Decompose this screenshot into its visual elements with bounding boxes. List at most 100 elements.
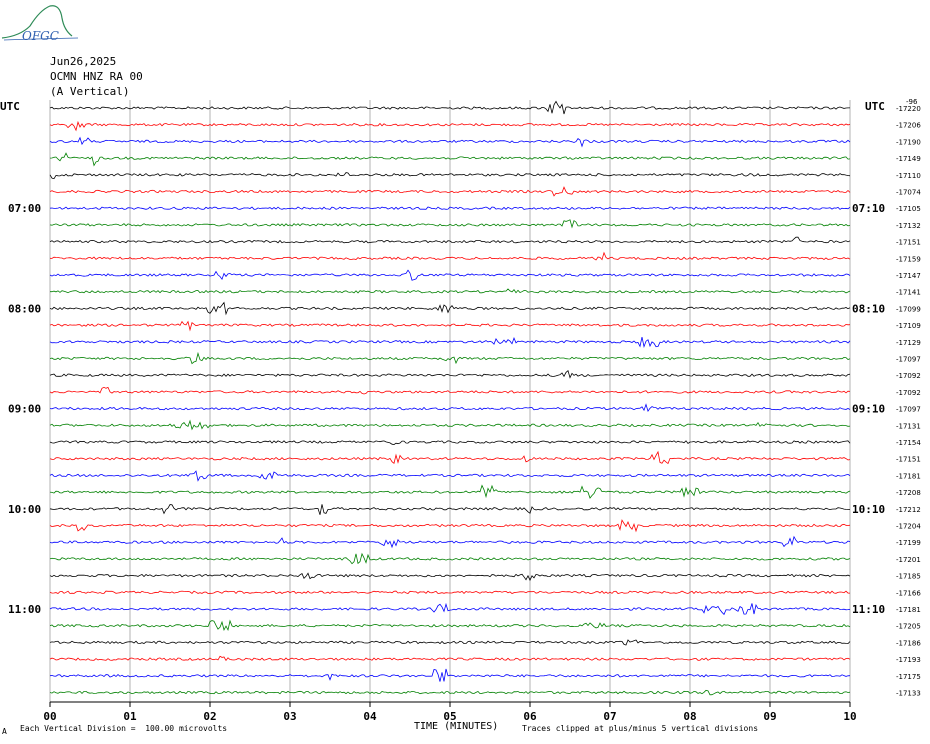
trace-offset-label: -17133: [896, 690, 921, 698]
trace-line: [50, 288, 851, 294]
traces: [49, 100, 851, 696]
trace-line: [49, 186, 851, 197]
trace-offset-labels: -96-17220 -17206 -17190 -17149 -17110 -17074 -…: [896, 98, 921, 698]
right-utc-label: UTC: [865, 100, 885, 113]
trace-offset-label: -17092: [896, 389, 921, 397]
trace-line: [49, 136, 851, 148]
trace-line: [49, 269, 851, 281]
right-time-label: 11:10: [852, 603, 885, 616]
trace-offset-label: -17141: [896, 289, 921, 297]
trace-offset-label: -17181: [896, 472, 921, 480]
trace-line: [49, 320, 851, 332]
footer-scale: Each Vertical Division = 100.00 microvol…: [20, 724, 228, 733]
trace-offset-label: -17208: [896, 489, 921, 497]
trace-offset-label: -17193: [896, 656, 921, 664]
trace-offset-label: -17097: [896, 406, 921, 414]
trace-line: [49, 386, 851, 395]
trace-line: [49, 519, 851, 533]
right-time-label: 08:10: [852, 302, 885, 315]
trace-line: [49, 450, 851, 465]
right-time-labels: 07:10 08:10 09:10 10:10 11:10: [852, 202, 885, 616]
trace-offset-label: -17131: [896, 422, 921, 430]
trace-offset-label: -17092: [896, 372, 921, 380]
trace-offset-label: -17149: [896, 155, 921, 163]
trace-line: [49, 655, 851, 662]
trace-offset-label: -17099: [896, 305, 921, 313]
trace-offset-label: -17190: [896, 138, 921, 146]
trace-line: [49, 668, 851, 682]
trace-offset-label: -17132: [896, 222, 921, 230]
trace-line: [49, 484, 851, 499]
trace-line: [49, 100, 850, 115]
right-time-label: 10:10: [852, 503, 885, 516]
footer-marker: A: [2, 727, 7, 736]
trace-offset-label: -17151: [896, 456, 921, 464]
trace-line: [49, 470, 851, 482]
trace-line: [49, 572, 851, 582]
x-tick-label: 06: [523, 710, 537, 723]
trace-offset-label: -17199: [896, 539, 921, 547]
x-tick-label: 04: [363, 710, 377, 723]
trace-line: [49, 172, 851, 180]
trace-line: [49, 251, 851, 261]
footer-xlabel: TIME (MINUTES): [414, 721, 499, 732]
x-tick-label: 10: [843, 710, 856, 723]
trace-offset-label: -17204: [896, 523, 921, 531]
grid-lines: [49, 100, 851, 703]
trace-line: [49, 602, 851, 616]
trace-offset-label: -17186: [896, 639, 921, 647]
x-axis: 00 01 02 03 04 05 06 07 08 09 10: [43, 702, 857, 723]
left-time-label: 11:00: [8, 603, 41, 616]
right-time-label: 07:10: [852, 202, 885, 215]
trace-offset-label: -17147: [896, 272, 921, 280]
trace-offset-label: -17105: [896, 205, 921, 213]
header-date: Jun26,2025: [50, 55, 117, 68]
trace-offset-label: -17110: [896, 172, 921, 180]
trace-line: [49, 219, 851, 229]
right-top-label: -96: [906, 98, 918, 106]
trace-offset-label: -17129: [896, 339, 921, 347]
trace-line: [49, 120, 851, 132]
x-tick-label: 01: [123, 710, 137, 723]
trace-line: [49, 552, 851, 565]
ofgc-logo: OFGC: [0, 0, 80, 52]
trace-offset-label: -17166: [896, 589, 921, 597]
trace-line: [49, 590, 850, 595]
left-utc-label: UTC: [0, 100, 20, 113]
trace-line: [49, 639, 851, 646]
trace-line: [49, 369, 851, 379]
trace-offset-label: -17212: [896, 506, 921, 514]
left-time-label: 10:00: [8, 503, 41, 516]
logo-text: OFGC: [22, 29, 59, 43]
left-time-label: 08:00: [8, 302, 41, 315]
trace-offset-label: -17205: [896, 623, 921, 631]
trace-offset-label: -17097: [896, 356, 921, 364]
trace-line: [49, 403, 851, 412]
trace-line: [49, 301, 851, 316]
x-tick-label: 03: [283, 710, 296, 723]
header-station: OCMN HNZ RA 00: [50, 70, 143, 83]
trace-offset-label: -17201: [896, 556, 921, 564]
left-time-label: 09:00: [8, 403, 41, 416]
trace-line: [49, 440, 851, 446]
trace-offset-label: -17154: [896, 439, 921, 447]
trace-offset-label: -17220: [896, 105, 921, 113]
trace-offset-label: -17074: [896, 189, 921, 197]
trace-offset-label: -17206: [896, 122, 921, 130]
trace-line: [49, 419, 851, 431]
trace-line: [49, 689, 851, 696]
trace-line: [49, 152, 851, 167]
left-time-labels: 07:00 08:00 09:00 10:00 11:00: [8, 202, 41, 616]
trace-line: [49, 535, 851, 549]
x-tick-label: 02: [203, 710, 216, 723]
trace-offset-label: -17109: [896, 322, 921, 330]
x-tick-label: 05: [443, 710, 456, 723]
x-tick-label: 07: [603, 710, 616, 723]
left-time-label: 07:00: [8, 202, 41, 215]
trace-line: [49, 206, 851, 210]
x-tick-label: 00: [43, 710, 56, 723]
trace-line: [49, 236, 851, 244]
x-tick-label: 08: [683, 710, 696, 723]
x-tick-label: 09: [763, 710, 776, 723]
trace-offset-label: -17159: [896, 255, 921, 263]
